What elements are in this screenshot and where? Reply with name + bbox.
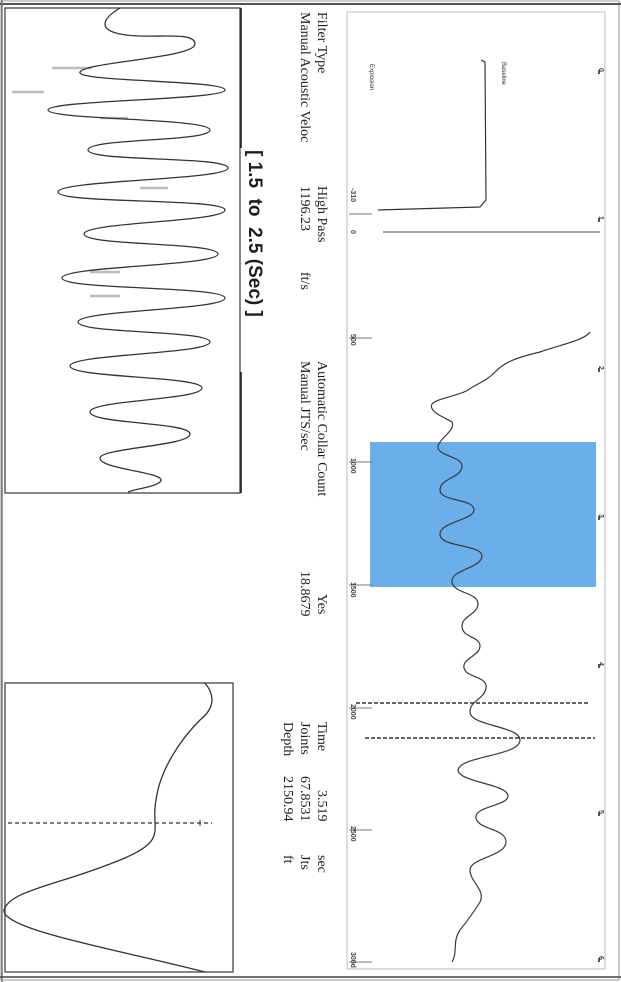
- time-tick-label: 4: [597, 662, 604, 666]
- filter-type-label: Filter Type: [314, 12, 329, 74]
- jts-per-sec-value: 18.8679: [297, 571, 312, 617]
- velocity-label: Manual Acoustic Veloc: [297, 12, 312, 143]
- jts-per-sec-label: Manual JTS/sec: [297, 361, 312, 451]
- depth-tick-label: 500: [349, 334, 356, 346]
- depth-tick-label: 1500: [349, 582, 356, 598]
- time-unit: sec: [314, 855, 329, 873]
- waveform-panel-frame: [4, 7, 241, 494]
- time-tick-label: 0: [597, 68, 604, 72]
- explosion-label: Explosion: [368, 64, 374, 91]
- depth-tick-label: 2000: [349, 704, 356, 720]
- depth-zero-label: 0: [349, 230, 356, 234]
- depth-label: Depth: [280, 722, 295, 757]
- selection-window[interactable]: [370, 442, 596, 587]
- time-tick-label: 3: [597, 514, 604, 518]
- joints-value: 67.8531: [297, 776, 312, 822]
- filter-type-value: High Pass: [314, 186, 329, 243]
- waveform-highlight-stripes: [12, 66, 168, 298]
- collar-count-value: Yes: [314, 594, 329, 615]
- depth-tick-label: 300d: [349, 952, 356, 968]
- time-value: 3.519: [314, 790, 329, 822]
- zoomed-waveform: [47, 7, 229, 493]
- window-range-label: [ 1.5 to 2.5 (Sec) ]: [244, 150, 265, 317]
- time-tick-label: 6: [597, 956, 604, 960]
- depth-tick-label: -310: [349, 188, 356, 203]
- time-tick-label: 5: [597, 810, 604, 814]
- time-label: Time: [314, 722, 329, 752]
- joints-unit: Jts: [297, 855, 312, 870]
- depth-tick-label: 2500: [349, 826, 356, 842]
- time-axis-dots: [598, 70, 600, 962]
- spectrum-panel-frame: [4, 682, 234, 973]
- time-tick-label: 2: [597, 366, 604, 370]
- baseline-label: Baseline: [500, 62, 506, 86]
- depth-unit: ft: [280, 855, 295, 864]
- velocity-value: 1196.23: [297, 186, 312, 231]
- main-plot-frame: [346, 11, 606, 970]
- depth-tick-marks: [349, 213, 372, 963]
- joints-label: Joints: [297, 722, 312, 755]
- time-tick-label: 1: [597, 216, 604, 220]
- collar-count-label: Automatic Collar Count: [314, 361, 329, 497]
- acoustic-trace: [430, 331, 591, 963]
- velocity-unit: ft/s: [297, 272, 312, 290]
- spectrum-curve: [3, 682, 213, 973]
- depth-tick-label: 1000: [349, 458, 356, 474]
- baseline-trace: [377, 59, 487, 211]
- depth-value: 2150.94: [280, 776, 295, 822]
